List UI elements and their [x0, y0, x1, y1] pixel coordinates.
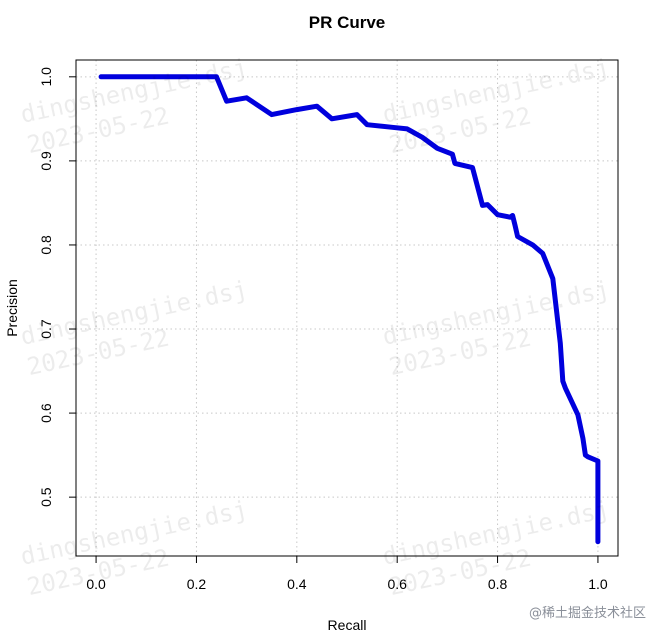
x-tick-label: 1.0 [588, 576, 608, 592]
x-tick-label: 0.2 [187, 576, 207, 592]
y-tick-label: 0.8 [38, 235, 54, 255]
pr-curve-line [98, 74, 601, 545]
y-tick-label: 1.0 [38, 67, 54, 87]
chart-title: PR Curve [309, 13, 386, 32]
y-axis: 0.5 0.6 0.7 0.8 0.9 1.0 [38, 67, 77, 507]
source-credit: @稀土掘金技术社区 [528, 606, 646, 621]
x-axis: 0.0 0.2 0.4 0.6 0.8 1.0 [86, 555, 608, 592]
y-axis-label: Precision [4, 279, 20, 337]
x-tick-label: 0.8 [488, 576, 508, 592]
y-tick-label: 0.9 [38, 151, 54, 171]
x-axis-label: Recall [328, 617, 367, 633]
y-tick-label: 0.7 [38, 319, 54, 339]
y-tick-label: 0.6 [38, 403, 54, 423]
plot-frame [75, 59, 619, 557]
x-tick-label: 0.0 [86, 576, 106, 592]
gridlines [76, 60, 618, 556]
y-tick-label: 0.5 [38, 487, 54, 507]
x-tick-label: 0.6 [387, 576, 407, 592]
x-tick-label: 0.4 [287, 576, 307, 592]
